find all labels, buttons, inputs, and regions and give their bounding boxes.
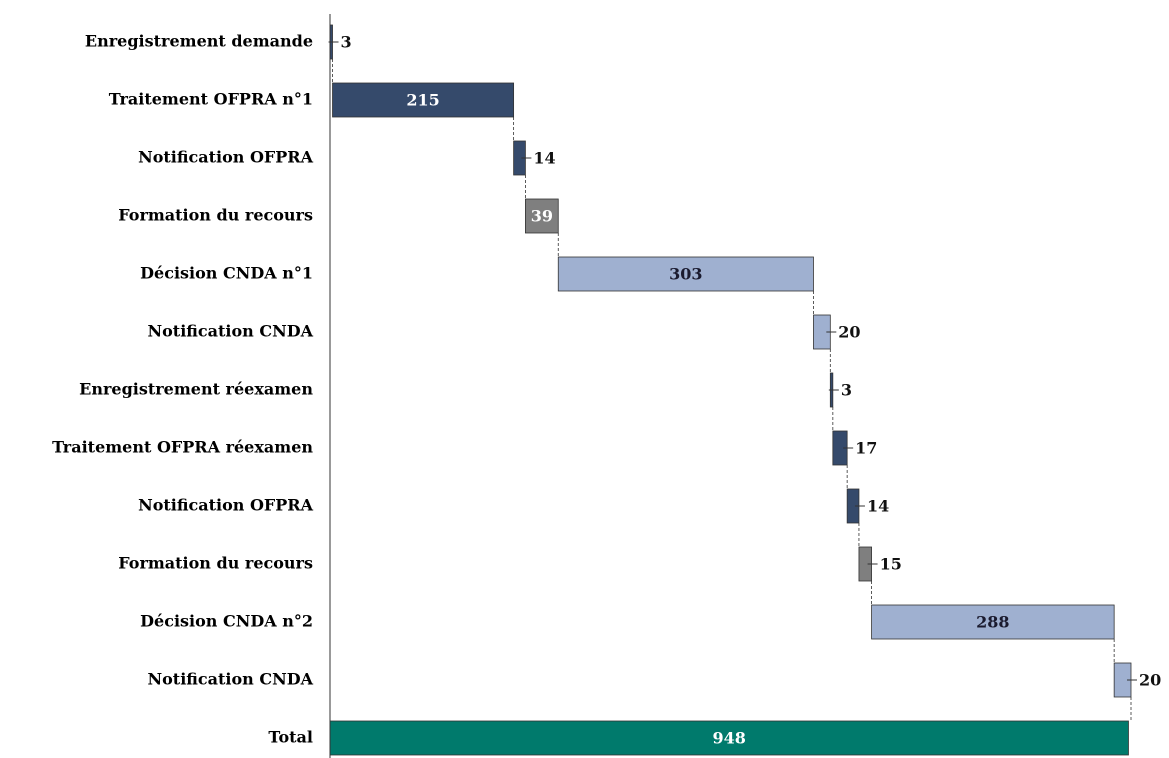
value-label: 948 bbox=[713, 729, 746, 748]
bar bbox=[332, 82, 515, 118]
category-label: Traitement OFPRA n°1 bbox=[109, 90, 313, 109]
value-label: 15 bbox=[880, 555, 902, 574]
category-label: Enregistrement demande bbox=[85, 32, 313, 51]
bar bbox=[871, 604, 1115, 640]
value-label: 215 bbox=[406, 91, 439, 110]
value-label: 3 bbox=[841, 381, 852, 400]
value-label: 14 bbox=[533, 149, 555, 168]
category-label: Formation du recours bbox=[118, 206, 313, 225]
category-label: Traitement OFPRA réexamen bbox=[52, 438, 313, 457]
category-label: Formation du recours bbox=[118, 554, 313, 573]
value-label: 17 bbox=[855, 439, 877, 458]
value-label: 303 bbox=[669, 265, 702, 284]
category-label: Notification CNDA bbox=[148, 322, 314, 341]
value-label: 288 bbox=[976, 613, 1009, 632]
category-label: Enregistrement réexamen bbox=[79, 380, 313, 399]
category-label: Notification OFPRA bbox=[138, 496, 313, 515]
category-label: Total bbox=[268, 728, 313, 747]
category-label: Notification CNDA bbox=[148, 670, 314, 689]
category-label: Décision CNDA n°1 bbox=[140, 264, 313, 283]
bar bbox=[525, 198, 559, 234]
value-label: 20 bbox=[1139, 671, 1161, 690]
category-label: Décision CNDA n°2 bbox=[140, 612, 313, 631]
value-label: 20 bbox=[838, 323, 860, 342]
value-label: 3 bbox=[341, 33, 352, 52]
value-label: 14 bbox=[867, 497, 889, 516]
bar bbox=[557, 256, 814, 292]
bar bbox=[329, 720, 1129, 756]
category-label: Notification OFPRA bbox=[138, 148, 313, 167]
value-label: 39 bbox=[531, 207, 553, 226]
